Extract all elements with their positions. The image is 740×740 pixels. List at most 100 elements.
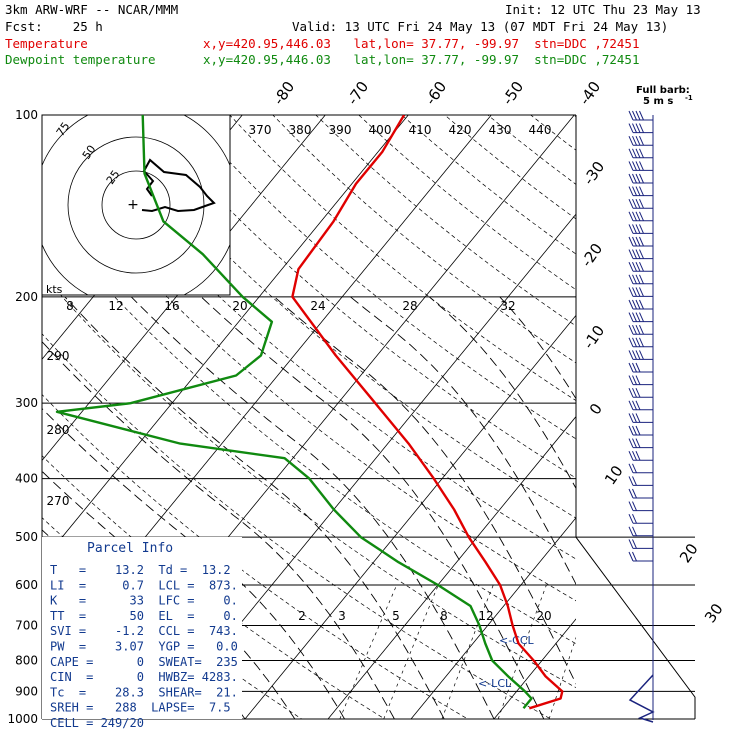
wind-barb-feather bbox=[628, 526, 634, 537]
wind-barb-feather bbox=[632, 224, 637, 234]
barb-legend-line1: Full barb: bbox=[636, 85, 690, 96]
wind-barb-feather bbox=[628, 161, 634, 171]
wind-barb-feather bbox=[628, 148, 634, 159]
hodograph-center-mark: + bbox=[127, 197, 139, 213]
parcel-info-row: TT = 50 EL = 0. bbox=[50, 609, 238, 623]
wind-barb-feather bbox=[632, 539, 637, 549]
isotherm-line bbox=[244, 314, 576, 719]
mixing-ratio-label: 5 bbox=[392, 609, 400, 623]
wind-barb bbox=[628, 186, 653, 197]
isotherm-label: -50 bbox=[499, 78, 528, 108]
dry-adiabat-line bbox=[42, 333, 552, 719]
wind-barb-feather bbox=[632, 488, 637, 499]
wind-barb bbox=[628, 211, 653, 222]
dry-adiabat-line bbox=[530, 115, 576, 151]
mixing-ratio-label: 3 bbox=[338, 609, 346, 623]
valid-time: Valid: 13 UTC Fri 24 May 13 (07 MDT Fri … bbox=[292, 19, 669, 34]
wind-barb-feather bbox=[628, 173, 634, 184]
isotherm-label: -70 bbox=[344, 78, 373, 108]
wind-barb-feather bbox=[635, 450, 641, 461]
isotherm-line bbox=[493, 618, 576, 719]
isotherm-label: -20 bbox=[578, 240, 607, 270]
wind-barb-feather bbox=[628, 186, 634, 196]
wind-barb-feather bbox=[635, 173, 641, 184]
wind-barb-feather bbox=[628, 312, 634, 322]
wind-barb-feather bbox=[635, 211, 641, 222]
wind-barb-feather bbox=[628, 236, 634, 247]
wind-barb bbox=[628, 438, 653, 449]
wind-barb bbox=[628, 450, 653, 461]
parcel-info-row: Tc = 28.3 SHEAR= 21. bbox=[50, 685, 238, 699]
wind-barb bbox=[628, 198, 653, 209]
wind-barb-feather bbox=[628, 274, 634, 285]
pressure-label: 500 bbox=[15, 530, 38, 544]
theta-label: 400 bbox=[369, 123, 392, 137]
wind-barb-feather bbox=[628, 135, 634, 146]
wind-barb bbox=[628, 551, 653, 562]
wind-barb-feather bbox=[639, 261, 644, 272]
parcel-info-panel: Parcel Info T = 13.2 Td = 13.2LI = 0.7 L… bbox=[42, 537, 242, 730]
wind-barb-feather bbox=[628, 551, 634, 562]
wind-barb-feather bbox=[632, 198, 637, 209]
dewpoint-profile bbox=[55, 115, 533, 710]
wind-barb-feather bbox=[632, 526, 637, 537]
wind-barb bbox=[628, 312, 653, 323]
wind-barb bbox=[628, 324, 653, 335]
wind-barb-feather bbox=[628, 324, 634, 335]
wind-barb-feather bbox=[635, 438, 641, 448]
wind-barb-feather bbox=[632, 362, 637, 373]
parcel-info-title: Parcel Info bbox=[87, 541, 173, 556]
wind-barb-feather bbox=[628, 261, 634, 272]
wind-axis-label: 20 bbox=[232, 299, 247, 313]
skew-boundary bbox=[575, 536, 696, 719]
dry-adiabat-line bbox=[42, 152, 576, 602]
wind-barb-feather bbox=[628, 488, 634, 499]
wind-barb-feather bbox=[628, 513, 634, 524]
wind-barb-feather bbox=[635, 400, 641, 411]
dry-adiabat-line bbox=[573, 115, 576, 118]
wind-barb-feather bbox=[632, 135, 637, 146]
wind-barb-feather bbox=[628, 362, 634, 373]
wind-barb-feather bbox=[635, 161, 641, 171]
wind-barb-feather bbox=[635, 135, 641, 146]
wind-barb-feather bbox=[639, 312, 644, 322]
wind-barb-feather bbox=[635, 375, 641, 385]
wind-barb-feather bbox=[632, 123, 637, 133]
dry-adiabat-line bbox=[42, 394, 469, 719]
wind-barb-feather bbox=[635, 324, 641, 335]
wind-barb-feather bbox=[639, 211, 644, 222]
dry-adiabat-line bbox=[42, 212, 576, 645]
wind-barb-feather bbox=[635, 337, 641, 348]
isotherm-line bbox=[660, 115, 740, 719]
moist-adiabat-line bbox=[350, 296, 576, 586]
wind-barb bbox=[628, 110, 653, 121]
wind-barb-feather bbox=[632, 324, 637, 335]
wind-barb-feather bbox=[639, 350, 644, 360]
theta-label: 390 bbox=[329, 123, 352, 137]
wind-barb-feather bbox=[632, 425, 637, 436]
wind-barb-feather bbox=[628, 400, 634, 411]
wind-barb-feather bbox=[632, 249, 637, 259]
wind-barb-feather bbox=[628, 224, 634, 234]
wind-barb-feather bbox=[628, 476, 634, 486]
parcel-info-row: SREH = 288 LAPSE= 7.5 bbox=[50, 701, 231, 715]
wind-barb-feather bbox=[635, 224, 641, 234]
dry-adiabat-line bbox=[42, 455, 386, 719]
hodograph-unit: kts bbox=[46, 283, 63, 296]
wind-barb-feather bbox=[635, 198, 641, 209]
wind-barb-feather bbox=[635, 362, 641, 373]
temperature-profile bbox=[291, 115, 564, 710]
pressure-label: 800 bbox=[15, 653, 38, 667]
wind-barb bbox=[628, 413, 653, 423]
wind-barb-feather bbox=[635, 249, 641, 259]
forecast-hour: Fcst: 25 h bbox=[5, 19, 103, 34]
wind-barb bbox=[628, 375, 653, 386]
wind-barb bbox=[628, 274, 653, 285]
wind-barb-feather bbox=[632, 463, 637, 474]
wind-barb-feather bbox=[632, 350, 637, 360]
sounding-series bbox=[55, 115, 564, 710]
isotherm-label: 0 bbox=[586, 400, 606, 418]
isotherm-label: -40 bbox=[576, 78, 605, 108]
lcl-annotation: <-LCL bbox=[478, 677, 512, 690]
